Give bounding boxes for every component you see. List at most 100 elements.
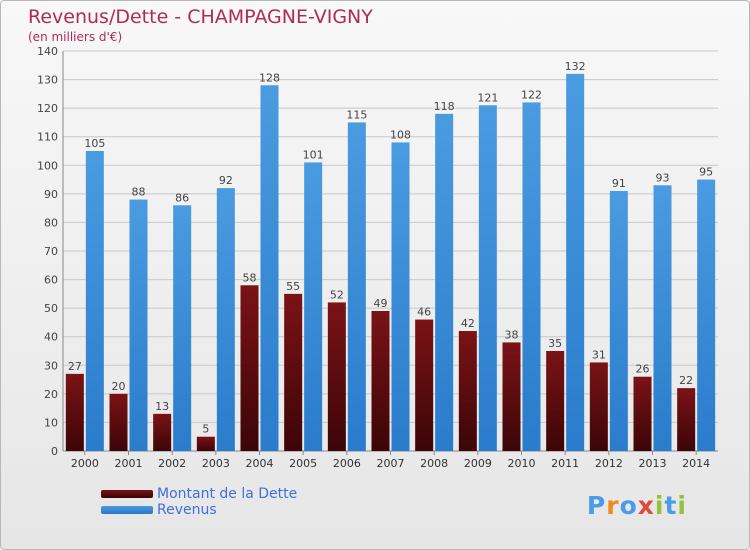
x-tick-label: 2011 xyxy=(551,457,579,470)
data-label-dette: 27 xyxy=(68,360,82,373)
bar-revenus xyxy=(653,185,672,452)
bar-revenus xyxy=(391,142,410,451)
chart-legend: Montant de la Dette Revenus xyxy=(101,486,297,518)
data-label-revenus: 101 xyxy=(303,148,324,161)
data-label-revenus: 105 xyxy=(84,137,105,150)
bar-revenus xyxy=(478,105,497,452)
data-label-dette: 35 xyxy=(548,337,562,350)
bar-dette xyxy=(677,388,696,451)
data-label-dette: 22 xyxy=(679,374,693,387)
y-tick-label: 10 xyxy=(44,416,58,429)
bar-revenus xyxy=(85,151,104,451)
data-label-revenus: 108 xyxy=(390,128,411,141)
legend-swatch-dette xyxy=(101,490,153,498)
x-tick-label: 2014 xyxy=(682,457,710,470)
bar-revenus xyxy=(697,179,716,452)
bar-dette xyxy=(65,373,84,451)
data-label-dette: 46 xyxy=(417,306,431,319)
bar-dette xyxy=(415,319,434,451)
bar-revenus xyxy=(609,191,628,451)
legend-label-dette: Montant de la Dette xyxy=(157,486,298,502)
y-tick-label: 140 xyxy=(37,45,58,58)
legend-label-revenus: Revenus xyxy=(157,502,217,518)
data-label-dette: 5 xyxy=(202,423,209,436)
bar-dette xyxy=(196,436,215,451)
data-label-revenus: 121 xyxy=(477,91,498,104)
y-tick-label: 90 xyxy=(44,188,58,201)
bar-dette xyxy=(109,393,128,451)
data-label-dette: 26 xyxy=(636,363,650,376)
proxiti-logo: Proxiti xyxy=(586,491,687,520)
bar-dette xyxy=(327,302,346,451)
bar-dette xyxy=(153,413,172,451)
chart-title: Revenus/Dette - CHAMPAGNE-VIGNY xyxy=(28,6,373,28)
y-tick-label: 80 xyxy=(44,216,58,229)
legend-item-revenus: Revenus xyxy=(101,502,297,518)
data-label-revenus: 118 xyxy=(434,100,455,113)
legend-swatch-revenus xyxy=(101,506,153,514)
bar-revenus xyxy=(129,199,148,451)
y-tick-label: 120 xyxy=(37,102,58,115)
bar-dette xyxy=(633,376,652,451)
x-tick-label: 2004 xyxy=(246,457,274,470)
data-label-dette: 49 xyxy=(374,297,388,310)
data-label-revenus: 115 xyxy=(346,108,367,121)
data-label-dette: 58 xyxy=(243,271,257,284)
y-tick-label: 70 xyxy=(44,245,58,258)
bar-revenus xyxy=(522,102,541,451)
y-tick-label: 30 xyxy=(44,359,58,372)
bar-revenus xyxy=(435,113,454,451)
data-label-revenus: 86 xyxy=(175,191,189,204)
bar-revenus xyxy=(566,73,585,451)
data-label-dette: 52 xyxy=(330,288,344,301)
data-label-revenus: 93 xyxy=(656,171,670,184)
bar-revenus xyxy=(216,188,235,451)
x-tick-label: 2003 xyxy=(202,457,230,470)
bar-revenus xyxy=(260,85,279,452)
bar-dette xyxy=(240,285,259,451)
x-tick-label: 2009 xyxy=(464,457,492,470)
y-tick-label: 20 xyxy=(44,388,58,401)
data-label-dette: 13 xyxy=(155,400,169,413)
data-label-revenus: 88 xyxy=(132,186,146,199)
data-label-revenus: 92 xyxy=(219,174,233,187)
bar-dette xyxy=(371,311,390,451)
x-tick-label: 2006 xyxy=(333,457,361,470)
x-tick-label: 2000 xyxy=(71,457,99,470)
chart-subtitle: (en milliers d'€) xyxy=(28,30,123,44)
y-tick-label: 60 xyxy=(44,274,58,287)
data-label-dette: 20 xyxy=(112,380,126,393)
x-tick-label: 2005 xyxy=(289,457,317,470)
bar-revenus xyxy=(347,122,366,451)
bar-dette xyxy=(589,362,608,451)
y-tick-label: 40 xyxy=(44,331,58,344)
data-label-revenus: 132 xyxy=(565,60,586,73)
data-label-revenus: 91 xyxy=(612,177,626,190)
data-label-dette: 42 xyxy=(461,317,475,330)
bar-revenus xyxy=(304,162,323,451)
bar-dette xyxy=(502,342,521,451)
data-label-revenus: 95 xyxy=(699,166,713,179)
y-tick-label: 50 xyxy=(44,302,58,315)
x-tick-label: 2010 xyxy=(508,457,536,470)
y-tick-label: 110 xyxy=(37,131,58,144)
bar-dette xyxy=(284,293,303,451)
x-tick-label: 2008 xyxy=(420,457,448,470)
y-tick-label: 100 xyxy=(37,159,58,172)
y-tick-label: 0 xyxy=(51,445,58,458)
data-label-dette: 55 xyxy=(286,280,300,293)
x-tick-label: 2013 xyxy=(639,457,667,470)
data-label-dette: 38 xyxy=(505,328,519,341)
x-tick-label: 2001 xyxy=(115,457,143,470)
x-tick-label: 2002 xyxy=(158,457,186,470)
legend-item-dette: Montant de la Dette xyxy=(101,486,297,502)
bar-dette xyxy=(458,331,477,451)
x-tick-label: 2007 xyxy=(377,457,405,470)
bar-dette xyxy=(546,351,565,451)
data-label-revenus: 122 xyxy=(521,88,542,101)
data-label-dette: 31 xyxy=(592,348,606,361)
data-label-revenus: 128 xyxy=(259,71,280,84)
y-tick-label: 130 xyxy=(37,74,58,87)
